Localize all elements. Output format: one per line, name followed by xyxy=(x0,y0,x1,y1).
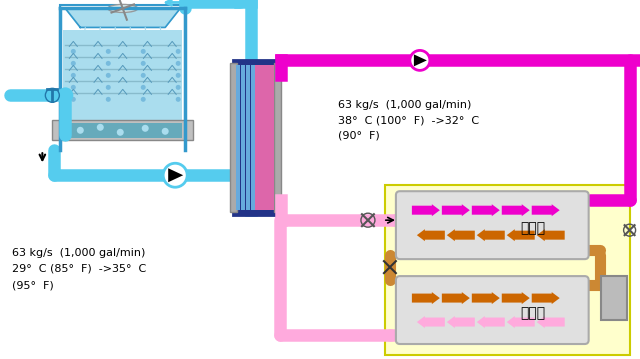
FancyArrow shape xyxy=(472,292,500,304)
Circle shape xyxy=(176,49,180,54)
FancyArrow shape xyxy=(447,316,475,328)
FancyArrow shape xyxy=(477,316,505,328)
FancyBboxPatch shape xyxy=(233,60,278,215)
Circle shape xyxy=(71,73,76,78)
Circle shape xyxy=(106,73,111,78)
FancyBboxPatch shape xyxy=(255,65,274,210)
Text: 63 kg/s  (1,000 gal/min): 63 kg/s (1,000 gal/min) xyxy=(12,248,146,258)
FancyBboxPatch shape xyxy=(63,31,182,125)
Circle shape xyxy=(141,49,146,54)
Circle shape xyxy=(71,85,76,90)
Circle shape xyxy=(71,49,76,54)
Circle shape xyxy=(163,163,187,187)
Circle shape xyxy=(162,128,169,135)
FancyArrow shape xyxy=(507,316,535,328)
Polygon shape xyxy=(414,55,427,66)
Text: 38°  C (100°  F)  ->32°  C: 38° C (100° F) ->32° C xyxy=(338,115,479,125)
Circle shape xyxy=(141,61,146,66)
FancyBboxPatch shape xyxy=(274,64,281,212)
Circle shape xyxy=(141,73,146,78)
FancyBboxPatch shape xyxy=(396,276,589,344)
FancyBboxPatch shape xyxy=(251,65,255,210)
Circle shape xyxy=(77,127,84,134)
Circle shape xyxy=(141,97,146,102)
Circle shape xyxy=(106,85,111,90)
FancyArrow shape xyxy=(472,204,500,216)
FancyArrow shape xyxy=(532,204,560,216)
Circle shape xyxy=(141,125,148,132)
FancyBboxPatch shape xyxy=(60,5,185,130)
FancyArrow shape xyxy=(442,204,470,216)
FancyArrow shape xyxy=(537,229,564,241)
FancyBboxPatch shape xyxy=(241,65,245,210)
FancyBboxPatch shape xyxy=(230,64,237,212)
FancyArrow shape xyxy=(412,204,440,216)
FancyArrow shape xyxy=(537,316,564,328)
Circle shape xyxy=(106,97,111,102)
FancyBboxPatch shape xyxy=(600,276,627,320)
FancyArrow shape xyxy=(442,292,470,304)
FancyBboxPatch shape xyxy=(246,65,250,210)
FancyBboxPatch shape xyxy=(396,191,589,259)
FancyArrow shape xyxy=(417,316,445,328)
FancyArrow shape xyxy=(477,229,505,241)
Circle shape xyxy=(106,49,111,54)
Text: 63 kg/s  (1,000 gal/min): 63 kg/s (1,000 gal/min) xyxy=(338,100,471,110)
Circle shape xyxy=(176,85,180,90)
Circle shape xyxy=(58,87,74,103)
Circle shape xyxy=(106,61,111,66)
FancyArrow shape xyxy=(502,204,530,216)
FancyArrow shape xyxy=(417,229,445,241)
FancyArrow shape xyxy=(412,292,440,304)
Text: 蒸发器: 蒸发器 xyxy=(520,306,545,320)
FancyBboxPatch shape xyxy=(63,123,182,138)
FancyArrow shape xyxy=(532,292,560,304)
Text: 29°  C (85°  F)  ->35°  C: 29° C (85° F) ->35° C xyxy=(12,263,147,273)
Polygon shape xyxy=(65,9,180,27)
FancyArrow shape xyxy=(507,229,535,241)
Ellipse shape xyxy=(108,4,138,13)
Text: (90°  F): (90° F) xyxy=(338,130,380,140)
Circle shape xyxy=(71,97,76,102)
Circle shape xyxy=(410,50,430,70)
Circle shape xyxy=(116,129,124,136)
Circle shape xyxy=(97,124,104,131)
FancyBboxPatch shape xyxy=(385,185,630,355)
Polygon shape xyxy=(168,168,183,182)
FancyArrow shape xyxy=(502,292,530,304)
Circle shape xyxy=(176,61,180,66)
Circle shape xyxy=(176,97,180,102)
Text: 冷凝器: 冷凝器 xyxy=(520,221,545,235)
Circle shape xyxy=(176,73,180,78)
Circle shape xyxy=(71,61,76,66)
Circle shape xyxy=(141,85,146,90)
FancyBboxPatch shape xyxy=(236,65,240,210)
FancyArrow shape xyxy=(447,229,475,241)
Text: (95°  F): (95° F) xyxy=(12,280,54,290)
Circle shape xyxy=(45,88,60,102)
FancyBboxPatch shape xyxy=(52,120,193,140)
